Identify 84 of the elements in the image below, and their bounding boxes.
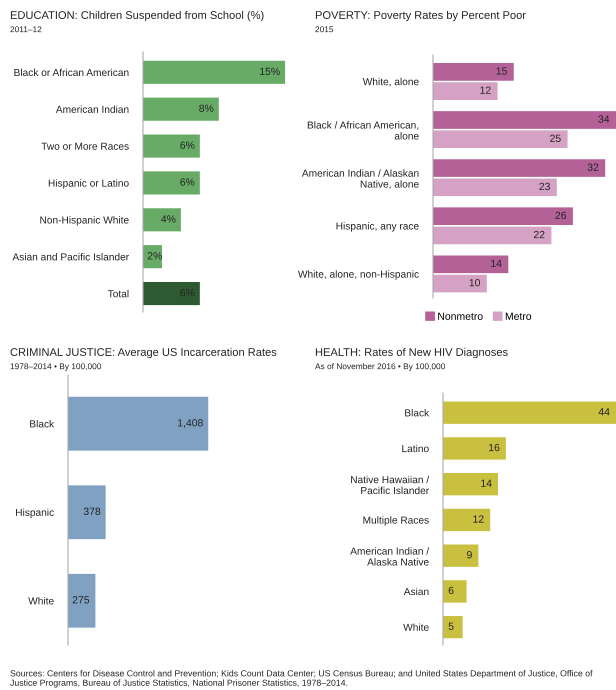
data-label: 34	[598, 115, 610, 123]
bar	[433, 62, 514, 81]
bar	[433, 207, 573, 226]
bar	[433, 159, 606, 177]
bar	[443, 437, 506, 460]
y-tick-label: Native Hawaiian / Pacific Islander	[351, 476, 430, 494]
y-tick-label: Asian and Pacific Islander	[12, 253, 129, 260]
legend-label: Nonmetro	[438, 312, 483, 320]
y-tick-label: Non-Hispanic White	[40, 216, 129, 226]
chart-subtitle: 1978–2014 • By 100,000	[10, 363, 102, 371]
y-tick-label: Total	[108, 290, 128, 298]
y-tick-label: Latino	[402, 444, 429, 452]
bar	[143, 245, 162, 268]
bar	[143, 171, 200, 194]
chart-title: CRIMINAL JUSTICE: Average US Incarceration Rates	[10, 348, 276, 358]
data-label: 26	[555, 212, 566, 219]
chart-title: POVERTY: Poverty Rates by Percent Poor	[316, 10, 526, 22]
data-label: 6	[448, 586, 454, 594]
y-tick-label: Black	[30, 420, 54, 428]
data-label: 2%	[148, 252, 162, 260]
bar	[443, 401, 616, 424]
data-label: 22	[534, 230, 544, 238]
bar	[143, 134, 200, 158]
data-label: 6%	[180, 288, 194, 296]
y-tick-label: White	[28, 597, 54, 605]
y-tick-label: Black	[405, 408, 430, 416]
data-label: 10	[470, 278, 480, 286]
data-label: 6%	[180, 178, 194, 186]
bar	[143, 282, 200, 306]
data-label: 12	[480, 86, 491, 94]
chart-subtitle: As of November 2016 • By 100,000	[315, 363, 445, 371]
data-label: 25	[550, 134, 561, 142]
data-label: 275	[72, 596, 90, 604]
y-tick-label: Multiple Races	[363, 516, 429, 526]
y-tick-label: American Indian / Alaskan Native, alone	[302, 169, 419, 189]
text: 2015	[315, 26, 334, 32]
data-label: 14	[481, 480, 492, 487]
y-tick-label: White, alone	[362, 78, 419, 86]
bar	[433, 274, 487, 292]
data-label: 378	[84, 508, 100, 516]
y-tick-label: Black or African American	[14, 68, 128, 76]
y-tick-label: White, alone, non-Hispanic	[298, 270, 419, 280]
bar	[443, 544, 478, 567]
y-tick-label: White	[403, 623, 429, 631]
y-tick-label: American Indian	[56, 105, 128, 113]
data-label: 4%	[161, 215, 176, 223]
y-tick-label: Hispanic, any race	[336, 222, 419, 232]
bar	[433, 255, 508, 274]
data-label: 6%	[180, 141, 194, 149]
bar	[433, 82, 498, 100]
y-tick-label: American Indian / Alaska Native	[350, 547, 430, 566]
bar	[433, 111, 616, 129]
bar	[443, 472, 498, 496]
y-tick-label: Two or More Races	[41, 142, 129, 150]
bar	[433, 130, 568, 148]
bar	[433, 226, 552, 244]
y-tick-label: Asian	[404, 588, 428, 596]
bar	[433, 178, 557, 196]
bar	[443, 580, 467, 603]
data-label: 32	[588, 164, 598, 171]
data-label: 9	[467, 551, 472, 558]
data-label: 14	[491, 260, 502, 268]
data-label: 23	[539, 182, 550, 190]
chart-title: EDUCATION: Children Suspended from School (%)	[10, 10, 264, 22]
data-label: 1,408	[178, 419, 203, 428]
bar	[143, 208, 181, 232]
legend-label: Metro	[506, 312, 532, 320]
bar	[143, 60, 286, 84]
source-note: Sources: Centers for Disease Control and Prevention; Kids Count Data Center; US Census Bureau; and United States Department of Justice, Office of Justice Programs, Bureau of Justice Statistics, National Prisoner Statistics, 1978–2014.	[10, 670, 593, 688]
chart-title: HEALTH: Rates of New HIV Diagnoses	[316, 348, 508, 358]
y-tick-label: Hispanic or Latino	[48, 179, 129, 189]
y-tick-label: Black / African American, alone	[308, 121, 419, 140]
y-tick-label: Hispanic	[16, 508, 54, 518]
data-label: 44	[598, 408, 610, 416]
data-label: 5	[448, 622, 454, 630]
data-label: 8%	[199, 104, 214, 112]
data-label: 12	[473, 515, 484, 523]
data-label: 16	[489, 444, 500, 452]
data-label: 15%	[260, 68, 280, 76]
text: 2011–12	[10, 26, 42, 32]
bar	[443, 508, 490, 532]
bar	[443, 616, 463, 638]
bar	[143, 98, 219, 121]
data-label: 15	[496, 67, 507, 75]
